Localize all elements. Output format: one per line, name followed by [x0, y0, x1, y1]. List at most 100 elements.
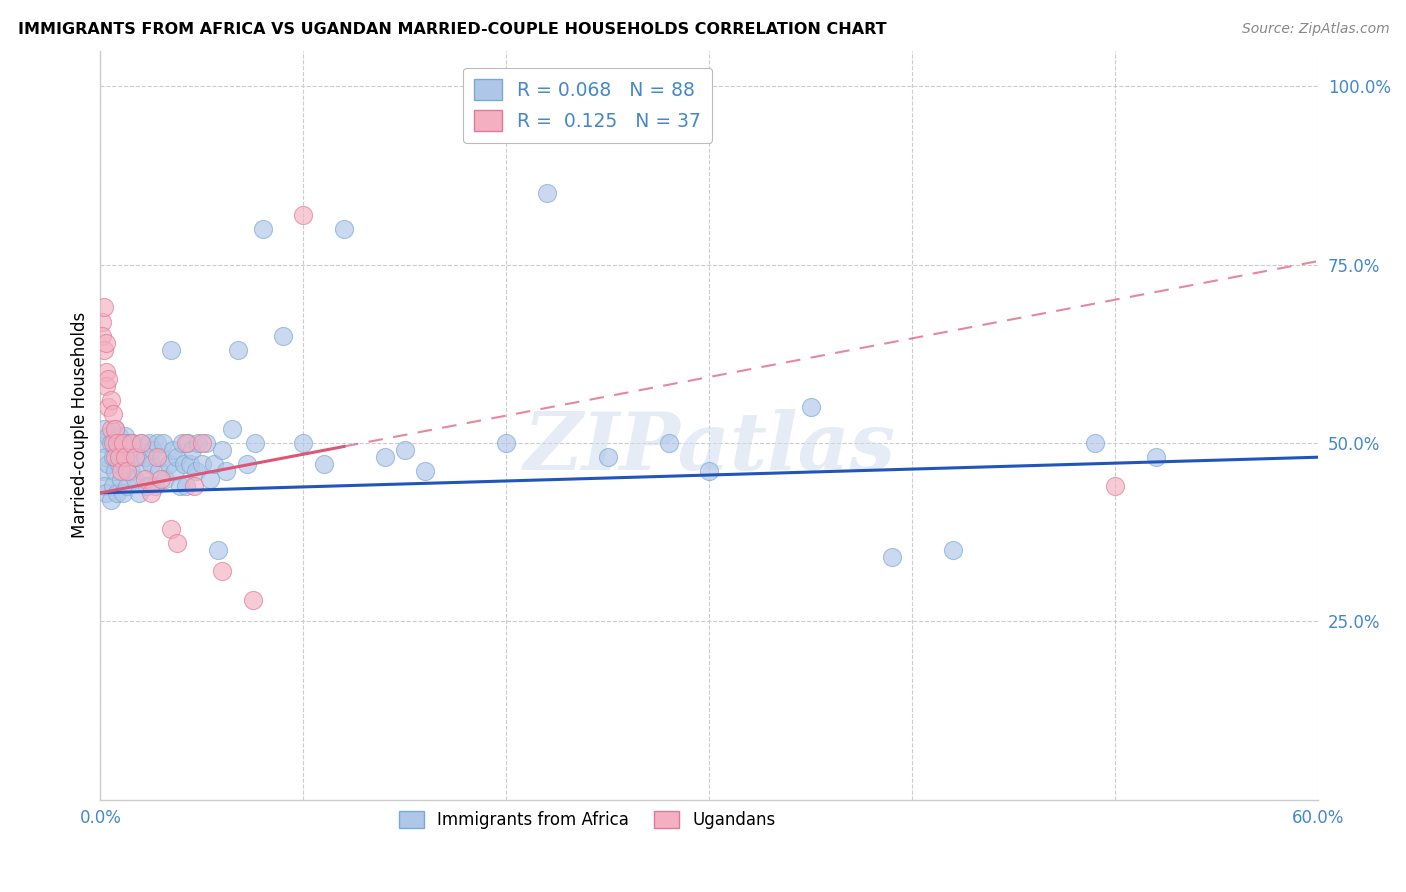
Text: Source: ZipAtlas.com: Source: ZipAtlas.com [1241, 22, 1389, 37]
Point [143, 479, 166, 493]
Point [91, 465, 114, 479]
Point [115, 465, 138, 479]
Point [100, 393, 122, 408]
Point [103, 450, 125, 465]
Point [138, 436, 160, 450]
Point [114, 450, 136, 465]
Point [1144, 450, 1167, 465]
Point [96, 379, 118, 393]
Point [194, 436, 217, 450]
Point [292, 208, 315, 222]
Point [146, 450, 169, 465]
Point [103, 465, 125, 479]
Y-axis label: Married-couple Households: Married-couple Households [72, 312, 89, 538]
Point [110, 465, 132, 479]
Point [800, 401, 823, 415]
Point [93, 422, 115, 436]
Point [115, 479, 138, 493]
Point [105, 486, 128, 500]
Point [134, 472, 156, 486]
Point [169, 479, 191, 493]
Point [97, 429, 120, 443]
Point [157, 458, 180, 472]
Point [202, 458, 225, 472]
Point [132, 465, 155, 479]
Point [596, 450, 619, 465]
Point [211, 443, 233, 458]
Point [125, 450, 148, 465]
Point [373, 450, 395, 465]
Point [103, 422, 125, 436]
Point [96, 365, 118, 379]
Point [111, 436, 134, 450]
Point [100, 422, 122, 436]
Point [124, 472, 146, 486]
Point [160, 343, 183, 358]
Point [174, 479, 197, 493]
Point [152, 436, 174, 450]
Point [150, 450, 173, 465]
Point [120, 465, 142, 479]
Point [105, 436, 128, 450]
Point [107, 450, 129, 465]
Point [101, 479, 124, 493]
Point [155, 472, 177, 486]
Point [495, 436, 517, 450]
Point [93, 301, 115, 315]
Point [333, 222, 356, 236]
Point [100, 436, 122, 450]
Point [136, 479, 159, 493]
Point [1084, 436, 1107, 450]
Point [142, 443, 165, 458]
Point [96, 336, 118, 351]
Point [312, 458, 335, 472]
Point [107, 429, 129, 443]
Point [221, 422, 243, 436]
Point [97, 458, 120, 472]
Point [173, 458, 195, 472]
Point [191, 458, 214, 472]
Point [139, 486, 162, 500]
Point [198, 472, 221, 486]
Point [191, 436, 214, 450]
Point [146, 436, 169, 450]
Point [121, 436, 143, 450]
Point [292, 436, 315, 450]
Point [271, 329, 294, 343]
Point [114, 429, 136, 443]
Point [179, 458, 201, 472]
Point [91, 315, 114, 329]
Point [100, 493, 122, 508]
Point [91, 436, 114, 450]
Point [180, 443, 202, 458]
Point [942, 542, 965, 557]
Point [96, 450, 118, 465]
Point [110, 436, 132, 450]
Point [697, 465, 720, 479]
Point [215, 465, 238, 479]
Point [128, 486, 150, 500]
Point [129, 436, 152, 450]
Point [115, 436, 138, 450]
Point [110, 472, 132, 486]
Point [166, 450, 188, 465]
Point [103, 422, 125, 436]
Text: IMMIGRANTS FROM AFRICA VS UGANDAN MARRIED-COUPLE HOUSEHOLDS CORRELATION CHART: IMMIGRANTS FROM AFRICA VS UGANDAN MARRIE… [18, 22, 887, 37]
Point [134, 450, 156, 465]
Point [124, 450, 146, 465]
Point [93, 343, 115, 358]
Point [160, 522, 183, 536]
Point [880, 549, 903, 564]
Point [235, 458, 257, 472]
Point [243, 436, 266, 450]
Point [536, 186, 558, 201]
Text: ZIPatlas: ZIPatlas [523, 409, 896, 486]
Point [97, 401, 120, 415]
Point [111, 450, 134, 465]
Point [184, 465, 207, 479]
Point [394, 443, 416, 458]
Point [176, 436, 198, 450]
Point [187, 436, 209, 450]
Point [207, 542, 229, 557]
Point [413, 465, 436, 479]
